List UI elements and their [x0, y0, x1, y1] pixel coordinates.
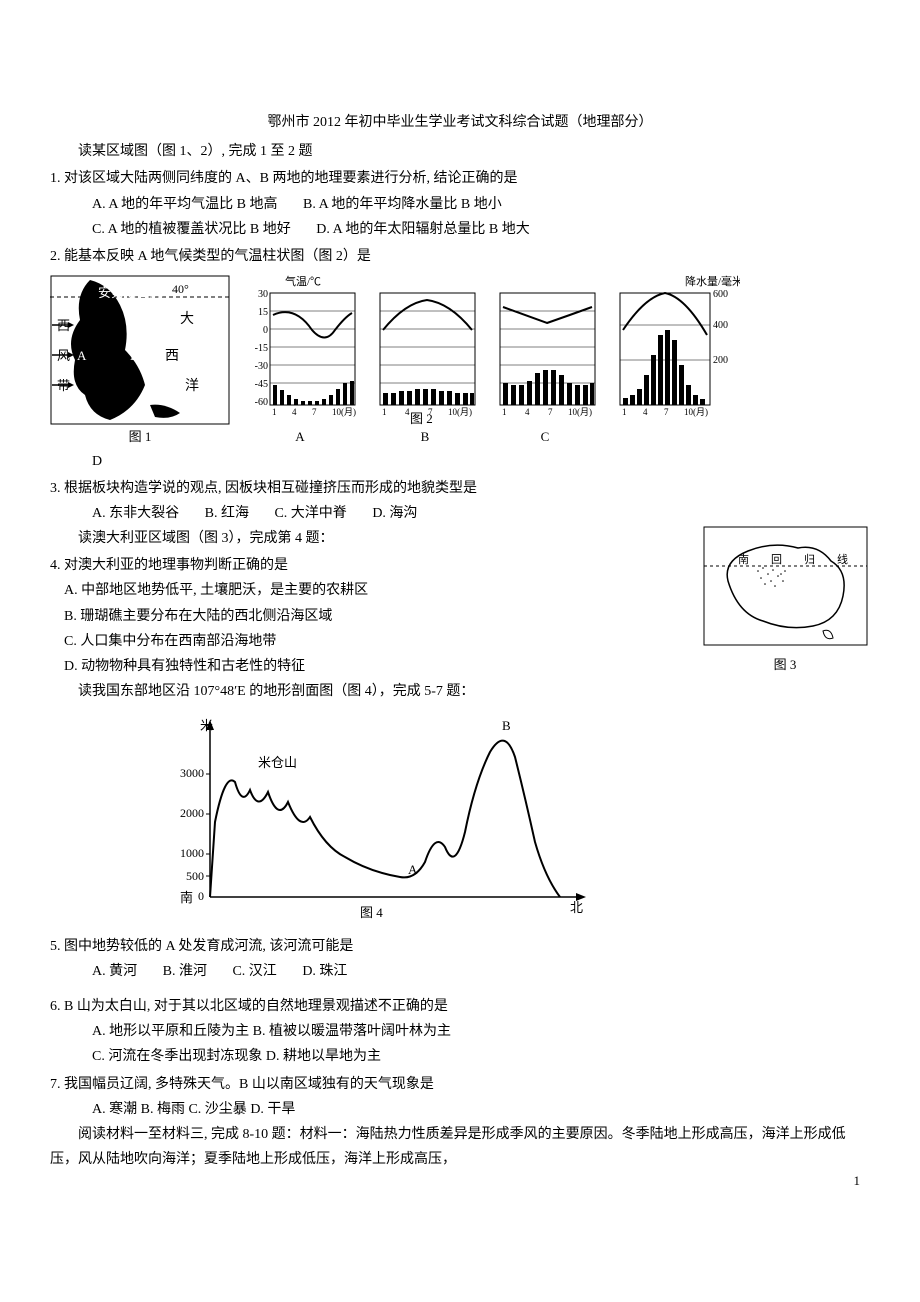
q7-opt-a: A. 寒潮	[92, 1102, 137, 1117]
north-label: 北	[570, 900, 583, 915]
q3-stem: 3. 根据板块构造学说的观点, 因板块相互碰撞挤压而形成的地貌类型是	[50, 476, 870, 501]
page-title: 鄂州市 2012 年初中毕业生学业考试文科综合试题（地理部分）	[50, 110, 870, 135]
q7-opt-d: D. 干旱	[250, 1102, 295, 1117]
question-5: 5. 图中地势较低的 A 处发育成河流, 该河流可能是 A. 黄河 B. 淮河 …	[50, 934, 870, 984]
svg-text:0: 0	[263, 325, 268, 336]
q6-opt-c: C. 河流在冬季出现封冻现象	[92, 1049, 262, 1064]
q1-opt-d: D. A 地的年太阳辐射总量比 B 地大	[316, 217, 530, 242]
figure-4-profile: 米 3000 2000 1000 500 0 南 北 米仓山 A B 图 4	[160, 712, 870, 931]
figure-row-1: 40° 安第斯山脉 西 风 带 A B 大 西 洋 气温/℃	[50, 275, 870, 425]
svg-text:4: 4	[292, 407, 297, 417]
andes-label: 安第斯山脉	[98, 285, 163, 300]
figure-1-map: 40° 安第斯山脉 西 风 带 A B 大 西 洋	[50, 275, 230, 425]
svg-text:1: 1	[272, 407, 277, 417]
svg-text:500: 500	[186, 869, 204, 883]
question-2: 2. 能基本反映 A 地气候类型的气温柱状图（图 2）是	[50, 244, 870, 269]
svg-text:7: 7	[548, 407, 553, 417]
q1-stem: 1. 对该区域大陆两侧同纬度的 A、B 两地的地理要素进行分析, 结论正确的是	[50, 166, 870, 191]
q6-stem: 6. B 山为太白山, 对于其以北区域的自然地理景观描述不正确的是	[50, 994, 870, 1019]
svg-text:200: 200	[713, 355, 728, 366]
figure-3-australia: 南 回 归 线 图 3	[700, 526, 870, 677]
q5-opt-d: D. 珠江	[302, 959, 347, 984]
q6-opt-b: B. 植被以暖温带落叶阔叶林为主	[253, 1024, 451, 1039]
map-A: A	[77, 348, 87, 363]
q5-opt-a: A. 黄河	[92, 959, 137, 984]
fig1-cap: 图 1	[50, 425, 230, 448]
climate-chart-a: 气温/℃ 30 15 0 -15 -30 -45 -60	[240, 275, 360, 425]
q7-opt-c: C. 沙尘暴	[188, 1102, 246, 1117]
svg-text:4: 4	[643, 407, 648, 417]
figure-caption-row: 图 1 A 图 2 B C	[50, 425, 870, 448]
svg-text:10(月): 10(月)	[332, 407, 356, 417]
svg-text:-30: -30	[255, 361, 268, 372]
question-1: 1. 对该区域大陆两侧同纬度的 A、B 两地的地理要素进行分析, 结论正确的是 …	[50, 166, 870, 242]
tropic-label: 南 回 归 线	[738, 552, 848, 566]
svg-text:1: 1	[502, 407, 507, 417]
svg-text:10(月): 10(月)	[448, 407, 472, 417]
q1-opt-b: B. A 地的年平均降水量比 B 地小	[303, 192, 502, 217]
svg-text:10(月): 10(月)	[684, 407, 708, 417]
profile-A: A	[408, 862, 418, 877]
question-6: 6. B 山为太白山, 对于其以北区域的自然地理景观描述不正确的是 A. 地形以…	[50, 994, 870, 1070]
svg-text:4: 4	[525, 407, 530, 417]
svg-text:-15: -15	[255, 343, 268, 354]
micang-label: 米仓山	[258, 755, 297, 770]
q5-opt-c: C. 汉江	[232, 959, 276, 984]
q5-stem: 5. 图中地势较低的 A 处发育成河流, 该河流可能是	[50, 934, 870, 959]
climate-chart-d: 降水量/毫米 600 400 200	[610, 275, 740, 425]
material-intro: 阅读材料一至材料三, 完成 8-10 题：材料一：海陆热力性质差异是形成季风的主…	[50, 1122, 870, 1172]
ocean-da: 大	[180, 311, 194, 327]
svg-text:1000: 1000	[180, 846, 204, 860]
q2-stem: 2. 能基本反映 A 地气候类型的气温柱状图（图 2）是	[50, 244, 870, 269]
q3-opt-d: D. 海沟	[372, 501, 417, 526]
lat-label: 40°	[172, 282, 189, 296]
svg-text:600: 600	[713, 289, 728, 300]
q7-opt-b: B. 梅雨	[141, 1102, 185, 1117]
page-number: 1	[854, 1169, 861, 1192]
figA-cap: A	[240, 425, 360, 448]
fig4-cap: 图 4	[360, 905, 383, 920]
q6-opt-d: D. 耕地以旱地为主	[266, 1049, 381, 1064]
svg-text:15: 15	[258, 307, 268, 318]
question-7: 7. 我国幅员辽阔, 多特殊天气。B 山以南区域独有的天气现象是 A. 寒潮 B…	[50, 1072, 870, 1122]
svg-text:400: 400	[713, 320, 728, 331]
svg-text:-45: -45	[255, 379, 268, 390]
climate-chart-b: 1 4 7 10(月)	[370, 275, 480, 425]
profile-B: B	[502, 718, 511, 733]
q3-opt-c: C. 大洋中脊	[274, 501, 346, 526]
svg-text:3000: 3000	[180, 766, 204, 780]
q3-opt-a: A. 东非大裂谷	[92, 501, 179, 526]
svg-text:10(月): 10(月)	[568, 407, 592, 417]
q1-opt-c: C. A 地的植被覆盖状况比 B 地好	[92, 217, 291, 242]
ocean-xi: 西	[165, 349, 179, 364]
svg-text:0: 0	[198, 889, 204, 903]
climate-chart-c: 1 4 7 10(月)	[490, 275, 600, 425]
ylabel-precip: 降水量/毫米	[685, 275, 740, 288]
svg-text:7: 7	[312, 407, 317, 417]
question-3: 3. 根据板块构造学说的观点, 因板块相互碰撞挤压而形成的地貌类型是 A. 东非…	[50, 476, 870, 526]
figB-cap: B	[421, 429, 430, 444]
figD-cap: D	[50, 449, 870, 474]
svg-text:1: 1	[622, 407, 627, 417]
q7-stem: 7. 我国幅员辽阔, 多特殊天气。B 山以南区域独有的天气现象是	[50, 1072, 870, 1097]
q1-opt-a: A. A 地的年平均气温比 B 地高	[92, 192, 278, 217]
svg-text:7: 7	[664, 407, 669, 417]
svg-text:1: 1	[382, 407, 387, 417]
svg-text:2000: 2000	[180, 806, 204, 820]
q5-opt-b: B. 淮河	[163, 959, 207, 984]
q3-opt-b: B. 红海	[205, 501, 249, 526]
svg-text:30: 30	[258, 289, 268, 300]
intro-1-2: 读某区域图（图 1、2）, 完成 1 至 2 题	[50, 139, 870, 164]
fig3-cap: 图 3	[700, 653, 870, 676]
ocean-yang: 洋	[185, 378, 199, 394]
intro-5-7: 读我国东部地区沿 107°48′E 的地形剖面图（图 4），完成 5-7 题：	[50, 679, 870, 704]
ylabel-temp: 气温/℃	[285, 275, 321, 288]
fig2-cap: 图 2	[410, 407, 433, 430]
svg-text:-60: -60	[255, 397, 268, 408]
map-B: B	[130, 348, 139, 363]
figC-cap: C	[490, 425, 600, 448]
south-label: 南	[180, 890, 193, 905]
q6-opt-a: A. 地形以平原和丘陵为主	[92, 1024, 249, 1039]
